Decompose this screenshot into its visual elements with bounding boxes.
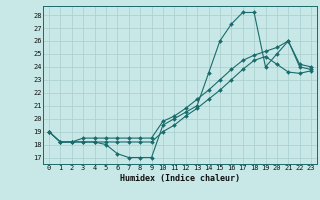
X-axis label: Humidex (Indice chaleur): Humidex (Indice chaleur): [120, 174, 240, 183]
